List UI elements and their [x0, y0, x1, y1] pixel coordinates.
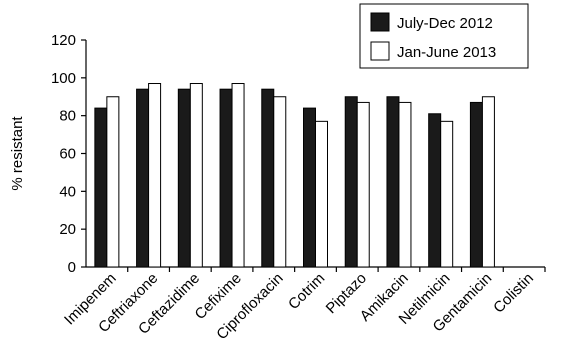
bar-imipenem-jan-june-2013 [106, 96, 120, 268]
y-tick-label: 80 [59, 108, 76, 125]
x-tick-label-colistin: Colistin [490, 270, 537, 317]
bar-gentamicin-july-dec-2012 [469, 101, 483, 268]
bars [94, 83, 495, 268]
y-tick-label: 40 [59, 183, 76, 200]
y-tick-label: 120 [51, 32, 76, 49]
bar-cefixime-jan-june-2013 [231, 83, 245, 268]
legend-label-july-dec-2012: July-Dec 2012 [397, 15, 493, 32]
bar-cefixime-july-dec-2012 [219, 88, 233, 268]
bar-ceftriaxone-jan-june-2013 [148, 83, 162, 268]
bar-netilmicin-july-dec-2012 [428, 113, 442, 268]
legend-swatch-jan-june-2013 [370, 41, 390, 61]
y-axis-title: % resistant [9, 116, 26, 191]
legend-label-jan-june-2013: Jan-June 2013 [397, 44, 496, 61]
bar-piptazo-jan-june-2013 [356, 101, 370, 268]
category-labels: ImipenemCeftriaxoneCeftazidimeCefiximeCi… [61, 270, 537, 343]
bar-gentamicin-jan-june-2013 [481, 96, 495, 268]
y-tick-label: 60 [59, 146, 76, 163]
y-tick-label: 100 [51, 70, 76, 87]
bar-cotrim-july-dec-2012 [303, 107, 316, 268]
bar-ceftriaxone-july-dec-2012 [136, 88, 150, 268]
y-tick-label: 0 [68, 259, 76, 276]
bar-netilmicin-jan-june-2013 [440, 120, 454, 268]
bar-cotrim-jan-june-2013 [315, 120, 328, 268]
axes: 0 20 40 60 80 100 120 [51, 32, 546, 276]
bar-ceftazidime-jan-june-2013 [189, 83, 203, 268]
bar-imipenem-july-dec-2012 [94, 107, 108, 268]
bar-ciprofloxacin-jan-june-2013 [273, 96, 287, 268]
bar-ciprofloxacin-july-dec-2012 [261, 88, 275, 268]
x-tick-label-cotrim: Cotrim [285, 270, 328, 313]
bar-piptazo-july-dec-2012 [344, 96, 358, 268]
legend: July-Dec 2012 Jan-June 2013 [359, 3, 529, 69]
bar-ceftazidime-july-dec-2012 [177, 88, 191, 268]
bar-amikacin-jan-june-2013 [398, 101, 412, 268]
y-tick-label: 20 [59, 221, 76, 238]
bar-amikacin-july-dec-2012 [386, 96, 400, 268]
legend-swatch-july-dec-2012 [370, 12, 390, 32]
